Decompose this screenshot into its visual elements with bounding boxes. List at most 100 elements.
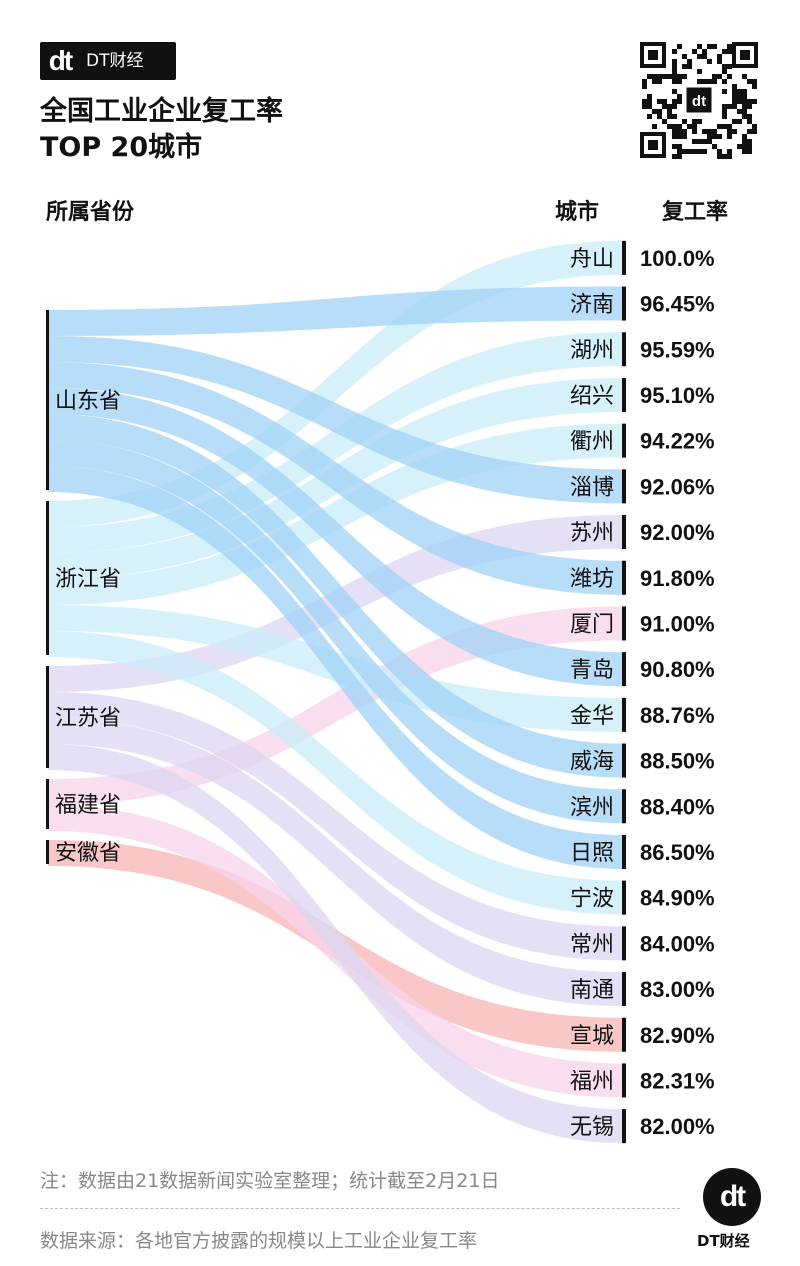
city-label: 舟山 — [570, 247, 614, 272]
rate-data-label: 88.40% — [640, 794, 715, 819]
dt-logo-icon: dt — [40, 42, 80, 80]
city-label: 福州 — [570, 1069, 614, 1094]
province-column-header: 所属省份 — [46, 200, 135, 225]
data-source: 数据来源：各地官方披露的规模以上工业企业复工率 — [40, 1230, 478, 1252]
city-node-bar — [622, 606, 626, 641]
city-node-bar — [622, 560, 626, 595]
city-label: 金华 — [570, 704, 614, 729]
flow-band — [48, 240, 622, 527]
city-label: 常州 — [570, 932, 614, 957]
city-label: 日照 — [570, 841, 614, 866]
city-node-bar — [622, 880, 626, 915]
flow-band — [48, 388, 622, 687]
rate-column-header: 复工率 — [662, 200, 729, 225]
city-label: 衢州 — [570, 430, 614, 455]
city-label: 淄博 — [570, 475, 614, 500]
flow-band — [48, 336, 622, 504]
rate-data-label: 96.45% — [640, 292, 715, 317]
city-label: 宣城 — [570, 1024, 614, 1049]
city-label: 苏州 — [570, 521, 614, 546]
flow-band — [48, 718, 622, 1007]
flow-band — [48, 440, 622, 824]
city-node-bar — [622, 332, 626, 367]
rate-data-label: 82.90% — [640, 1023, 715, 1048]
province-node-bar — [46, 779, 49, 829]
city-label: 潍坊 — [570, 567, 614, 592]
city-label: 宁波 — [570, 887, 614, 912]
dt-logo-text: dt — [48, 45, 73, 76]
city-node-bar — [622, 469, 626, 504]
rate-data-label: 84.90% — [640, 886, 715, 911]
footer-dt-logo-icon: dt — [703, 1168, 761, 1226]
flow-band — [48, 692, 622, 961]
city-node-bar — [622, 926, 626, 961]
province-node-bar — [46, 666, 49, 768]
qr-code-icon: dt — [638, 40, 760, 160]
city-node-bar — [622, 377, 626, 412]
city-label: 湖州 — [570, 338, 614, 363]
city-node-bar — [622, 286, 626, 321]
city-node-bar — [622, 515, 626, 550]
city-node-bar — [622, 1063, 626, 1098]
city-node-bar — [622, 743, 626, 778]
city-node-bar — [622, 834, 626, 869]
city-label: 滨州 — [570, 795, 614, 820]
city-label: 厦门 — [570, 612, 614, 637]
city-label: 南通 — [570, 978, 614, 1003]
flow-band — [48, 744, 622, 1144]
rate-data-label: 82.31% — [640, 1068, 715, 1093]
city-node-bar — [622, 652, 626, 687]
flow-band — [48, 466, 622, 869]
rate-data-label: 92.06% — [640, 474, 715, 499]
province-label: 江苏省 — [55, 706, 121, 731]
footer-divider — [40, 1208, 680, 1209]
flow-band — [48, 631, 622, 915]
rate-data-label: 83.00% — [640, 977, 715, 1002]
chart-title-line1: 全国工业企业复工率 — [40, 96, 283, 127]
rate-data-label: 91.80% — [640, 566, 715, 591]
rate-data-label: 91.00% — [640, 611, 715, 636]
rate-data-label: 84.00% — [640, 931, 715, 956]
city-label: 绍兴 — [570, 384, 614, 409]
brand-badge: dt DT财经 — [40, 42, 176, 80]
rate-data-label: 100.0% — [640, 246, 715, 271]
city-column-header: 城市 — [555, 200, 600, 225]
city-label: 威海 — [570, 750, 614, 775]
province-label: 福建省 — [55, 793, 121, 818]
city-node-bar — [622, 423, 626, 458]
rate-data-label: 88.50% — [640, 749, 715, 774]
province-label: 浙江省 — [55, 567, 121, 592]
city-node-bar — [622, 789, 626, 824]
province-label: 安徽省 — [55, 841, 121, 866]
city-node-bar — [622, 1017, 626, 1052]
svg-text:dt: dt — [692, 93, 706, 110]
city-node-bar — [622, 697, 626, 732]
rate-data-label: 94.22% — [640, 429, 715, 454]
footer-logo-text: dt — [719, 1180, 746, 1213]
rate-data-label: 95.59% — [640, 337, 715, 362]
province-node-bar — [46, 501, 49, 655]
footer-brand-name: DT财经 — [697, 1232, 750, 1250]
city-node-bar — [622, 1109, 626, 1144]
city-label: 无锡 — [570, 1115, 614, 1140]
flow-band — [48, 286, 622, 336]
rate-data-label: 88.76% — [640, 703, 715, 728]
flow-band — [48, 414, 622, 778]
footnote: 注：数据由21数据新闻实验室整理；统计截至2月21日 — [40, 1170, 500, 1192]
province-node-bar — [46, 840, 49, 864]
province-label: 山东省 — [55, 389, 121, 414]
city-label: 济南 — [570, 293, 614, 318]
rate-data-label: 92.00% — [640, 520, 715, 545]
rate-data-label: 82.00% — [640, 1114, 715, 1139]
province-node-bar — [46, 310, 49, 490]
chart-title: 全国工业企业复工率 TOP 20城市 — [40, 94, 283, 166]
city-node-bar — [622, 972, 626, 1007]
rate-data-label: 90.80% — [640, 657, 715, 682]
rate-data-label: 86.50% — [640, 840, 715, 865]
city-node-bar — [622, 240, 626, 275]
flow-band — [48, 362, 622, 595]
flow-band — [48, 332, 622, 553]
brand-name: DT财经 — [86, 51, 144, 71]
chart-title-line2: TOP 20城市 — [40, 132, 203, 163]
